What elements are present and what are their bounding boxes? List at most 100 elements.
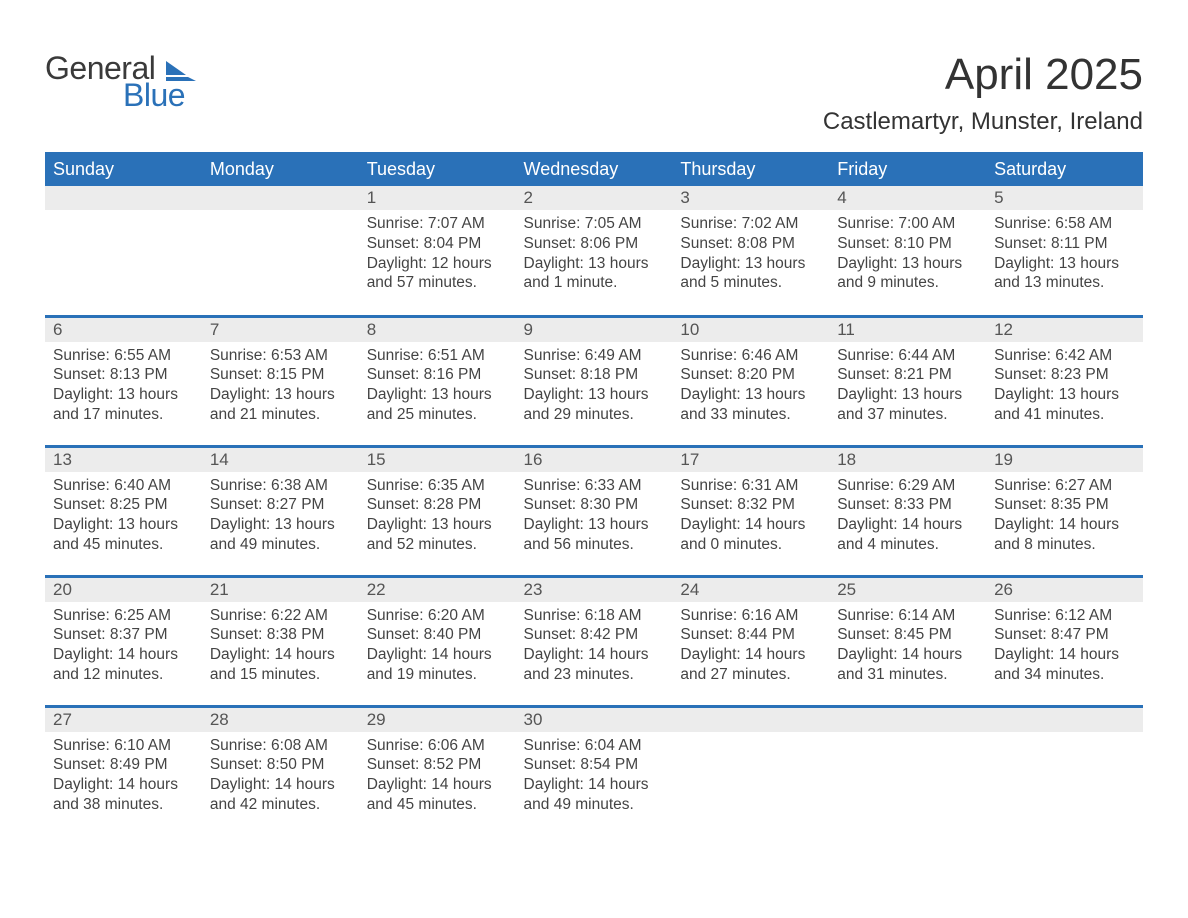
calendar-day-cell: 23Sunrise: 6:18 AMSunset: 8:42 PMDayligh…	[516, 576, 673, 706]
day-number: 8	[359, 318, 516, 342]
day-content: Sunrise: 6:29 AMSunset: 8:33 PMDaylight:…	[829, 472, 986, 561]
day-content: Sunrise: 6:25 AMSunset: 8:37 PMDaylight:…	[45, 602, 202, 691]
sunrise-value: 6:31 AM	[742, 477, 799, 494]
sunrise-value: 6:22 AM	[271, 607, 328, 624]
daynum-bar-empty	[829, 708, 986, 732]
sunrise-label: Sunrise:	[524, 607, 581, 624]
sunset-value: 8:38 PM	[267, 626, 325, 643]
day-content: Sunrise: 6:40 AMSunset: 8:25 PMDaylight:…	[45, 472, 202, 561]
calendar-day-cell: 24Sunrise: 6:16 AMSunset: 8:44 PMDayligh…	[672, 576, 829, 706]
sunrise-label: Sunrise:	[680, 607, 737, 624]
daylight-label: Daylight:	[367, 646, 427, 663]
calendar-body: 1 Sunrise: 7:07 AM Sunset: 8:04 PM Daylight…	[45, 186, 1143, 836]
daylight-label: Daylight:	[53, 776, 113, 793]
sunrise-value: 6:20 AM	[428, 607, 485, 624]
sunrise-label: Sunrise:	[837, 215, 894, 232]
daylight-label: Daylight:	[367, 776, 427, 793]
weekday-header: Wednesday	[516, 152, 673, 186]
day-number: 9	[516, 318, 673, 342]
calendar-day-cell: 3Sunrise: 7:02 AMSunset: 8:08 PMDaylight…	[672, 186, 829, 316]
sunset-label: Sunset:	[680, 366, 733, 383]
sunset-value: 8:40 PM	[424, 626, 482, 643]
day-content: Sunrise: 6:22 AMSunset: 8:38 PMDaylight:…	[202, 602, 359, 691]
day-content: Sunrise: 6:31 AMSunset: 8:32 PMDaylight:…	[672, 472, 829, 561]
day-number: 30	[516, 708, 673, 732]
daylight-label: Daylight:	[210, 386, 270, 403]
sunrise-value: 7:00 AM	[898, 215, 955, 232]
sunrise-value: 6:08 AM	[271, 737, 328, 754]
sunset-label: Sunset:	[994, 366, 1047, 383]
weekday-header: Thursday	[672, 152, 829, 186]
daylight-label: Daylight:	[994, 255, 1054, 272]
day-number: 29	[359, 708, 516, 732]
day-content: Sunrise: 6:20 AMSunset: 8:40 PMDaylight:…	[359, 602, 516, 691]
sunset-value: 8:27 PM	[267, 496, 325, 513]
daylight-label: Daylight:	[524, 516, 584, 533]
sunrise-label: Sunrise:	[994, 607, 1051, 624]
sunrise-label: Sunrise:	[210, 607, 267, 624]
sunrise-value: 6:27 AM	[1055, 477, 1112, 494]
calendar-day-cell: 14Sunrise: 6:38 AMSunset: 8:27 PMDayligh…	[202, 446, 359, 576]
day-number: 5	[986, 186, 1143, 210]
daynum-bar-empty	[672, 708, 829, 732]
calendar-day-cell: 28Sunrise: 6:08 AMSunset: 8:50 PMDayligh…	[202, 706, 359, 836]
day-content: Sunrise: 6:42 AMSunset: 8:23 PMDaylight:…	[986, 342, 1143, 431]
day-content: Sunrise: 6:53 AMSunset: 8:15 PMDaylight:…	[202, 342, 359, 431]
sunset-label: Sunset:	[837, 626, 890, 643]
sunset-label: Sunset:	[210, 626, 263, 643]
sunset-label: Sunset:	[524, 626, 577, 643]
day-number: 1	[359, 186, 516, 210]
sunrise-label: Sunrise:	[53, 607, 110, 624]
sunrise-label: Sunrise:	[837, 477, 894, 494]
day-content: Sunrise: 6:10 AMSunset: 8:49 PMDaylight:…	[45, 732, 202, 821]
day-content: Sunrise: 6:46 AMSunset: 8:20 PMDaylight:…	[672, 342, 829, 431]
calendar-week-row: 1 Sunrise: 7:07 AM Sunset: 8:04 PM Daylight…	[45, 186, 1143, 316]
day-content: Sunrise: 6:08 AMSunset: 8:50 PMDaylight:…	[202, 732, 359, 821]
sunset-value: 8:10 PM	[894, 235, 952, 252]
calendar-empty-cell	[202, 186, 359, 316]
sunrise-value: 6:40 AM	[114, 477, 171, 494]
daynum-bar-empty	[986, 708, 1143, 732]
month-title: April 2025	[823, 50, 1143, 100]
sunrise-value: 6:58 AM	[1055, 215, 1112, 232]
sunrise-label: Sunrise:	[994, 347, 1051, 364]
sunrise-label: Sunrise:	[367, 477, 424, 494]
sunrise-label: Sunrise:	[994, 215, 1051, 232]
sunset-label: Sunset:	[680, 626, 733, 643]
sunrise-value: 6:12 AM	[1055, 607, 1112, 624]
sunrise-value: 6:38 AM	[271, 477, 328, 494]
sunrise-label: Sunrise:	[524, 477, 581, 494]
sunset-value: 8:28 PM	[424, 496, 482, 513]
daylight-label: Daylight:	[53, 386, 113, 403]
daylight-label: Daylight:	[53, 646, 113, 663]
sunrise-label: Sunrise:	[680, 347, 737, 364]
daynum-bar-empty	[202, 186, 359, 210]
calendar-week-row: 6Sunrise: 6:55 AMSunset: 8:13 PMDaylight…	[45, 316, 1143, 446]
day-number: 25	[829, 578, 986, 602]
calendar-day-cell: 13Sunrise: 6:40 AMSunset: 8:25 PMDayligh…	[45, 446, 202, 576]
day-content: Sunrise: 6:18 AMSunset: 8:42 PMDaylight:…	[516, 602, 673, 691]
day-number: 23	[516, 578, 673, 602]
sunset-value: 8:04 PM	[424, 235, 482, 252]
sunset-label: Sunset:	[53, 626, 106, 643]
sunrise-value: 7:07 AM	[428, 215, 485, 232]
sunset-label: Sunset:	[367, 756, 420, 773]
sunset-label: Sunset:	[994, 496, 1047, 513]
day-content: Sunrise: 6:55 AMSunset: 8:13 PMDaylight:…	[45, 342, 202, 431]
day-content: Sunrise: 6:06 AMSunset: 8:52 PMDaylight:…	[359, 732, 516, 821]
sunset-value: 8:23 PM	[1051, 366, 1109, 383]
weekday-header: Tuesday	[359, 152, 516, 186]
weekday-header: Saturday	[986, 152, 1143, 186]
sunset-label: Sunset:	[524, 496, 577, 513]
sunset-label: Sunset:	[53, 496, 106, 513]
day-number: 4	[829, 186, 986, 210]
sunset-label: Sunset:	[367, 235, 420, 252]
sunrise-value: 6:55 AM	[114, 347, 171, 364]
sunset-label: Sunset:	[837, 496, 890, 513]
day-number: 11	[829, 318, 986, 342]
sunrise-label: Sunrise:	[680, 477, 737, 494]
calendar-day-cell: 27Sunrise: 6:10 AMSunset: 8:49 PMDayligh…	[45, 706, 202, 836]
day-content: Sunrise: 6:38 AMSunset: 8:27 PMDaylight:…	[202, 472, 359, 561]
day-number: 14	[202, 448, 359, 472]
weekday-header: Sunday	[45, 152, 202, 186]
